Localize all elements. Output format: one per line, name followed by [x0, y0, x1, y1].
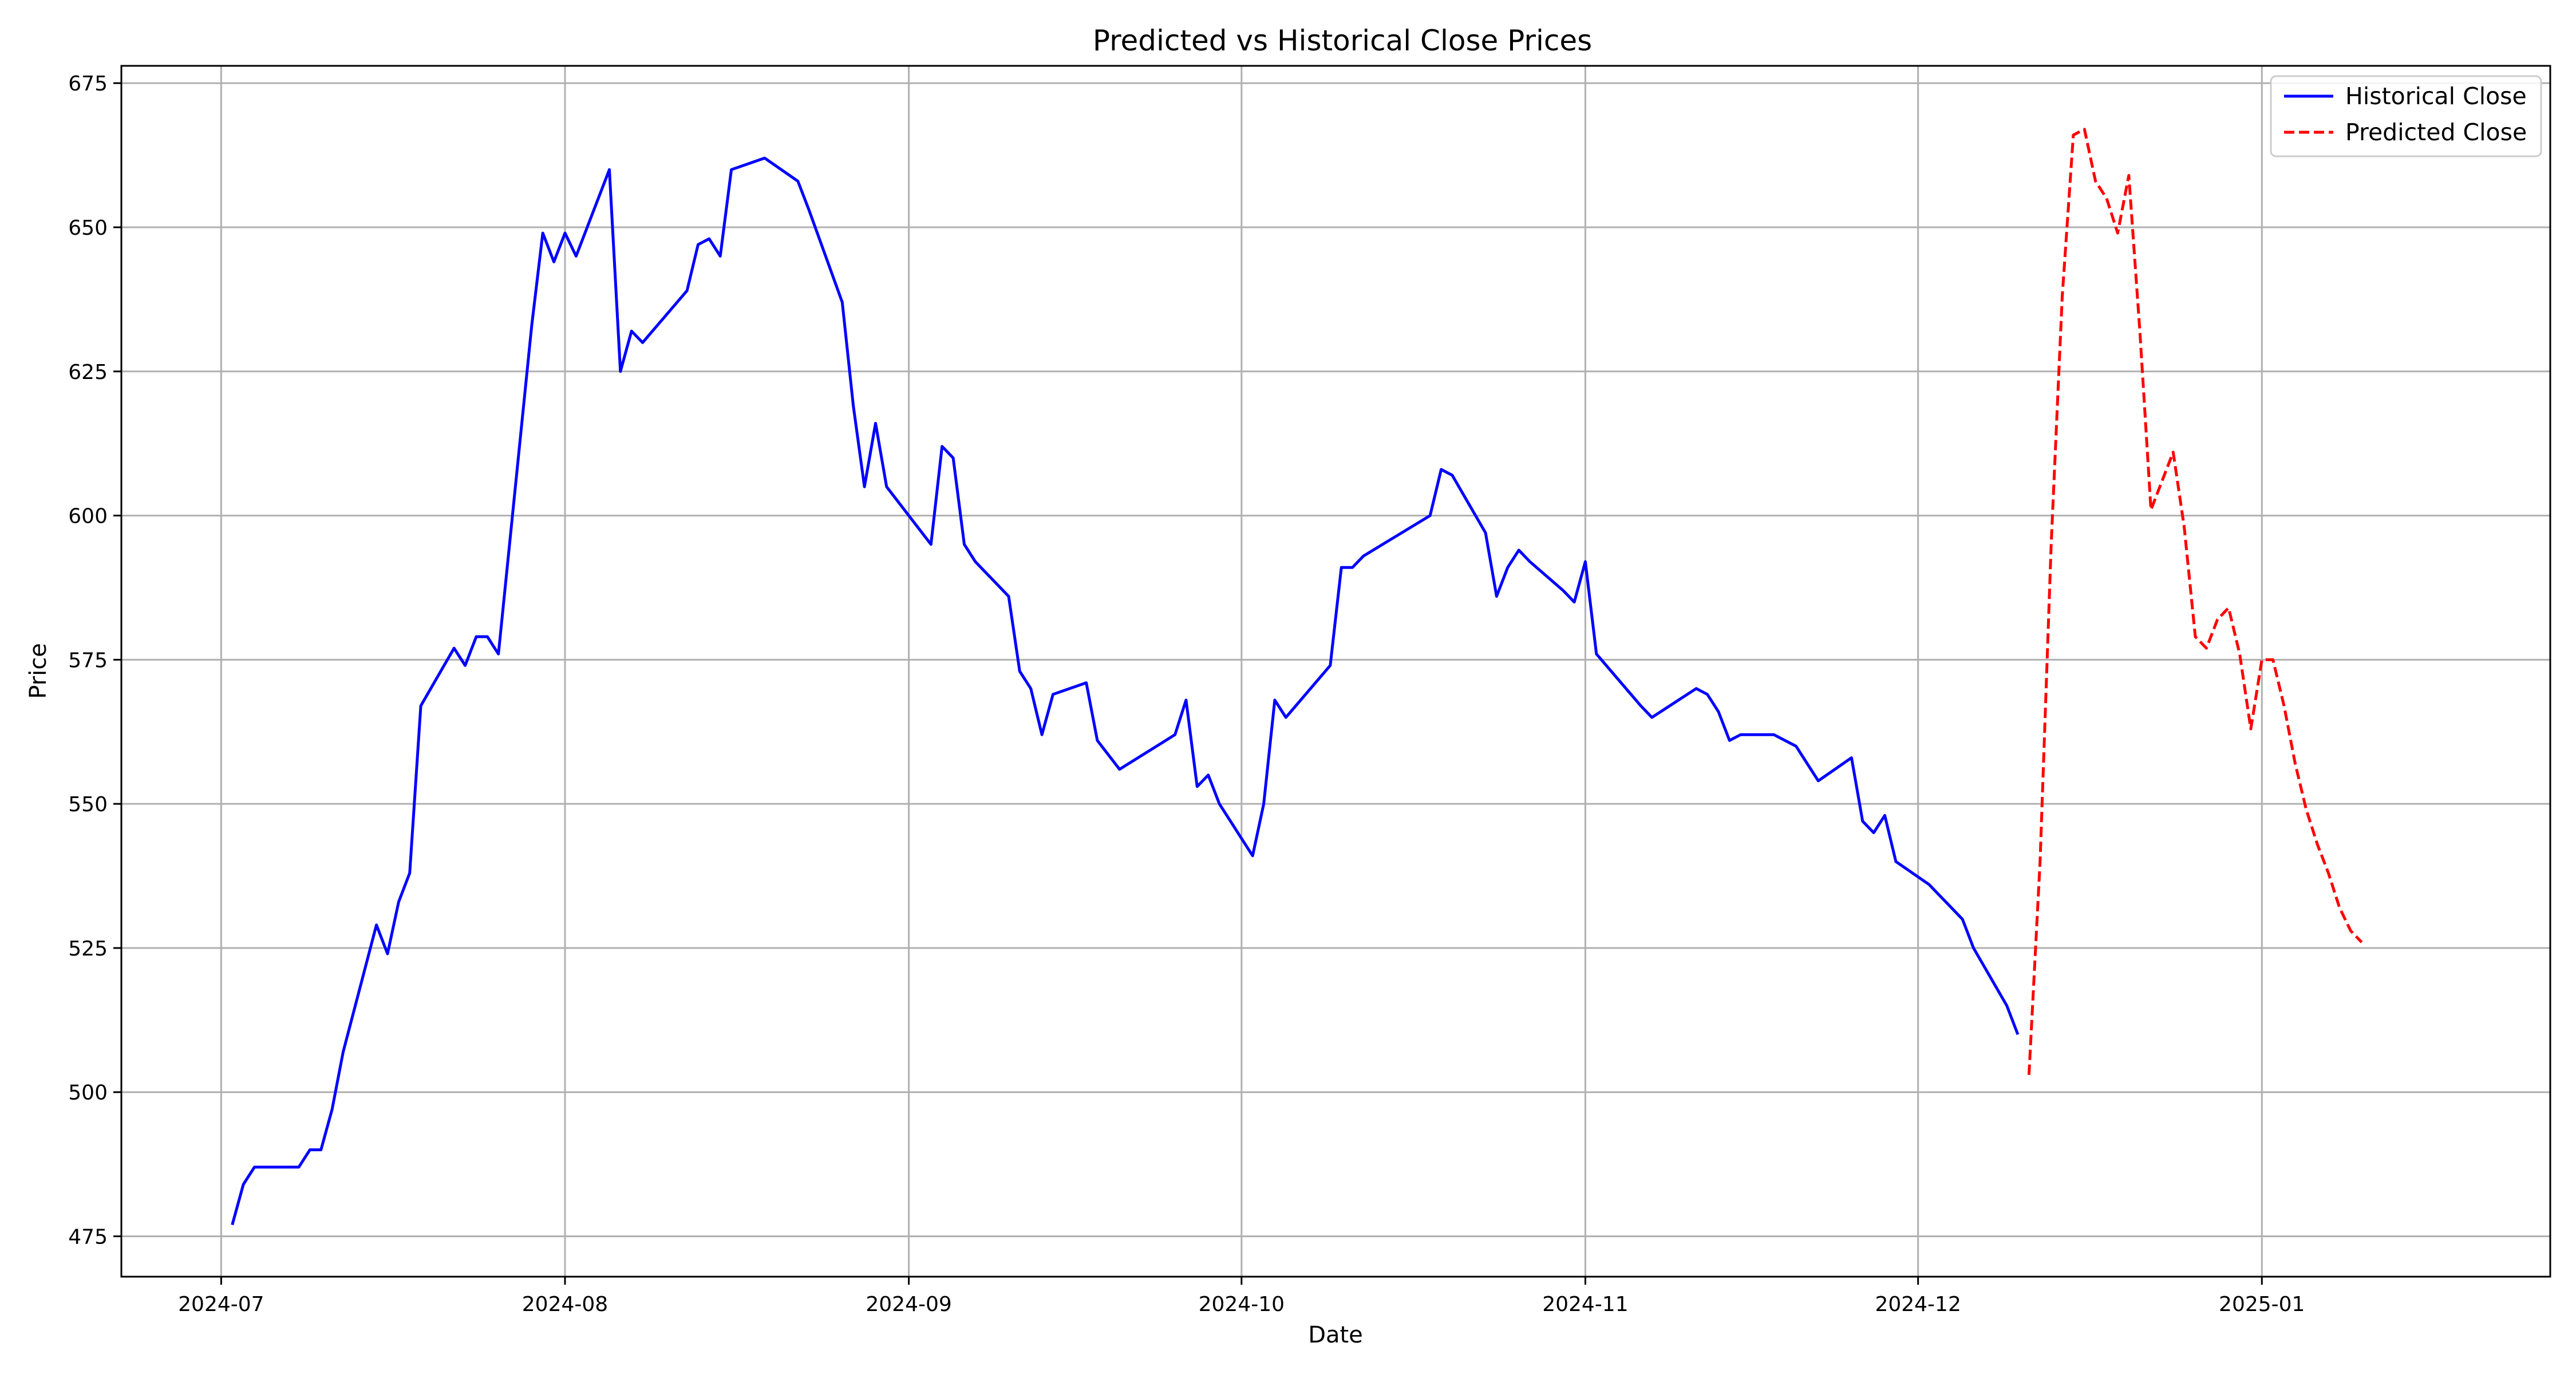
- y-tick-label: 650: [68, 216, 108, 240]
- y-tick-label: 475: [68, 1226, 108, 1249]
- y-tick-label: 600: [68, 505, 108, 528]
- historical-close-line: [231, 156, 2020, 1226]
- x-tick-label: 2024-10: [1199, 1293, 1285, 1316]
- plot-series: [231, 128, 2363, 1226]
- x-tick-label: 2024-07: [178, 1293, 264, 1316]
- legend: Historical Close Predicted Close: [2270, 75, 2542, 157]
- legend-label-historical: Historical Close: [2345, 82, 2527, 110]
- axis-ticks: 2024-07 2024-08 2024-09 2024-10 2024-11 2024-…: [68, 72, 2305, 1316]
- legend-label-predicted: Predicted Close: [2345, 119, 2527, 146]
- y-tick-label: 625: [68, 361, 108, 384]
- x-tick-label: 2024-08: [522, 1293, 608, 1316]
- plot-frame: [120, 65, 2551, 1278]
- y-tick-label: 500: [68, 1081, 108, 1105]
- x-tick-label: 2024-12: [1875, 1293, 1961, 1316]
- y-tick-label: 675: [68, 72, 108, 96]
- predicted-close-line: [2027, 128, 2363, 1075]
- x-tick-label: 2025-01: [2219, 1293, 2305, 1316]
- y-axis-label: Price: [25, 643, 52, 699]
- x-tick-label: 2024-11: [1542, 1293, 1628, 1316]
- x-axis-label: Date: [1308, 1322, 1363, 1348]
- y-tick-label: 550: [68, 793, 108, 816]
- legend-box: [2270, 75, 2542, 157]
- y-tick-label: 575: [68, 649, 108, 672]
- y-tick-label: 525: [68, 937, 108, 961]
- grid: [121, 66, 2550, 1277]
- chart-title: Predicted vs Historical Close Prices: [1093, 24, 1592, 57]
- x-tick-label: 2024-09: [866, 1293, 951, 1316]
